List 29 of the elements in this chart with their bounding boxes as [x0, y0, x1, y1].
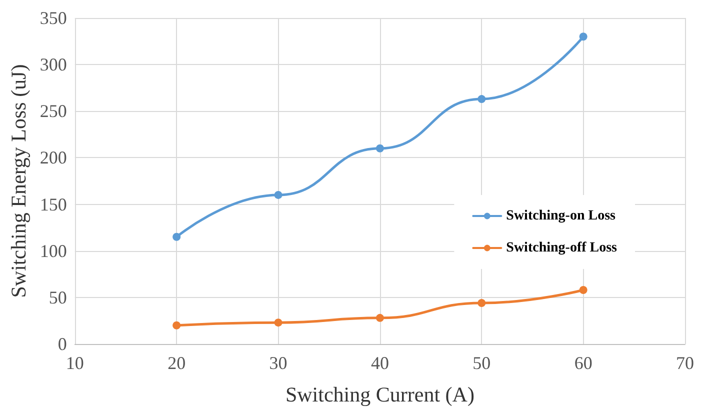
point	[579, 286, 588, 294]
x-tick-label: 70	[676, 353, 694, 373]
y-tick-label: 250	[40, 101, 67, 122]
point	[172, 321, 181, 330]
y-axis-title: Switching Energy Loss (uJ)	[6, 64, 30, 298]
point	[172, 232, 181, 241]
point	[376, 144, 384, 152]
y-tick-label: 200	[40, 148, 67, 168]
point	[478, 95, 486, 104]
point	[478, 299, 486, 308]
point	[274, 190, 282, 199]
x-axis-title: Switching Current (A)	[285, 382, 474, 406]
x-tick-label: 30	[269, 353, 288, 373]
y-tick-label: 350	[40, 8, 67, 28]
point	[579, 32, 588, 41]
y-tick-label: 150	[40, 194, 67, 214]
x-tick-label: 20	[168, 353, 186, 373]
x-tick-label: 40	[370, 353, 389, 373]
x-tick-label: 10	[66, 353, 84, 373]
x-tick-label: 50	[472, 353, 491, 373]
legend-label: Switching-off Loss	[506, 240, 618, 256]
legend-label: Switching-on Loss	[506, 208, 616, 224]
x-tick-label: 60	[574, 353, 592, 373]
y-tick-label: 50	[48, 287, 67, 308]
y-tick-label: 100	[40, 240, 67, 261]
point	[274, 318, 282, 327]
y-tick-label: 0	[58, 334, 67, 354]
point	[376, 314, 384, 322]
y-tick-label: 300	[40, 54, 67, 75]
